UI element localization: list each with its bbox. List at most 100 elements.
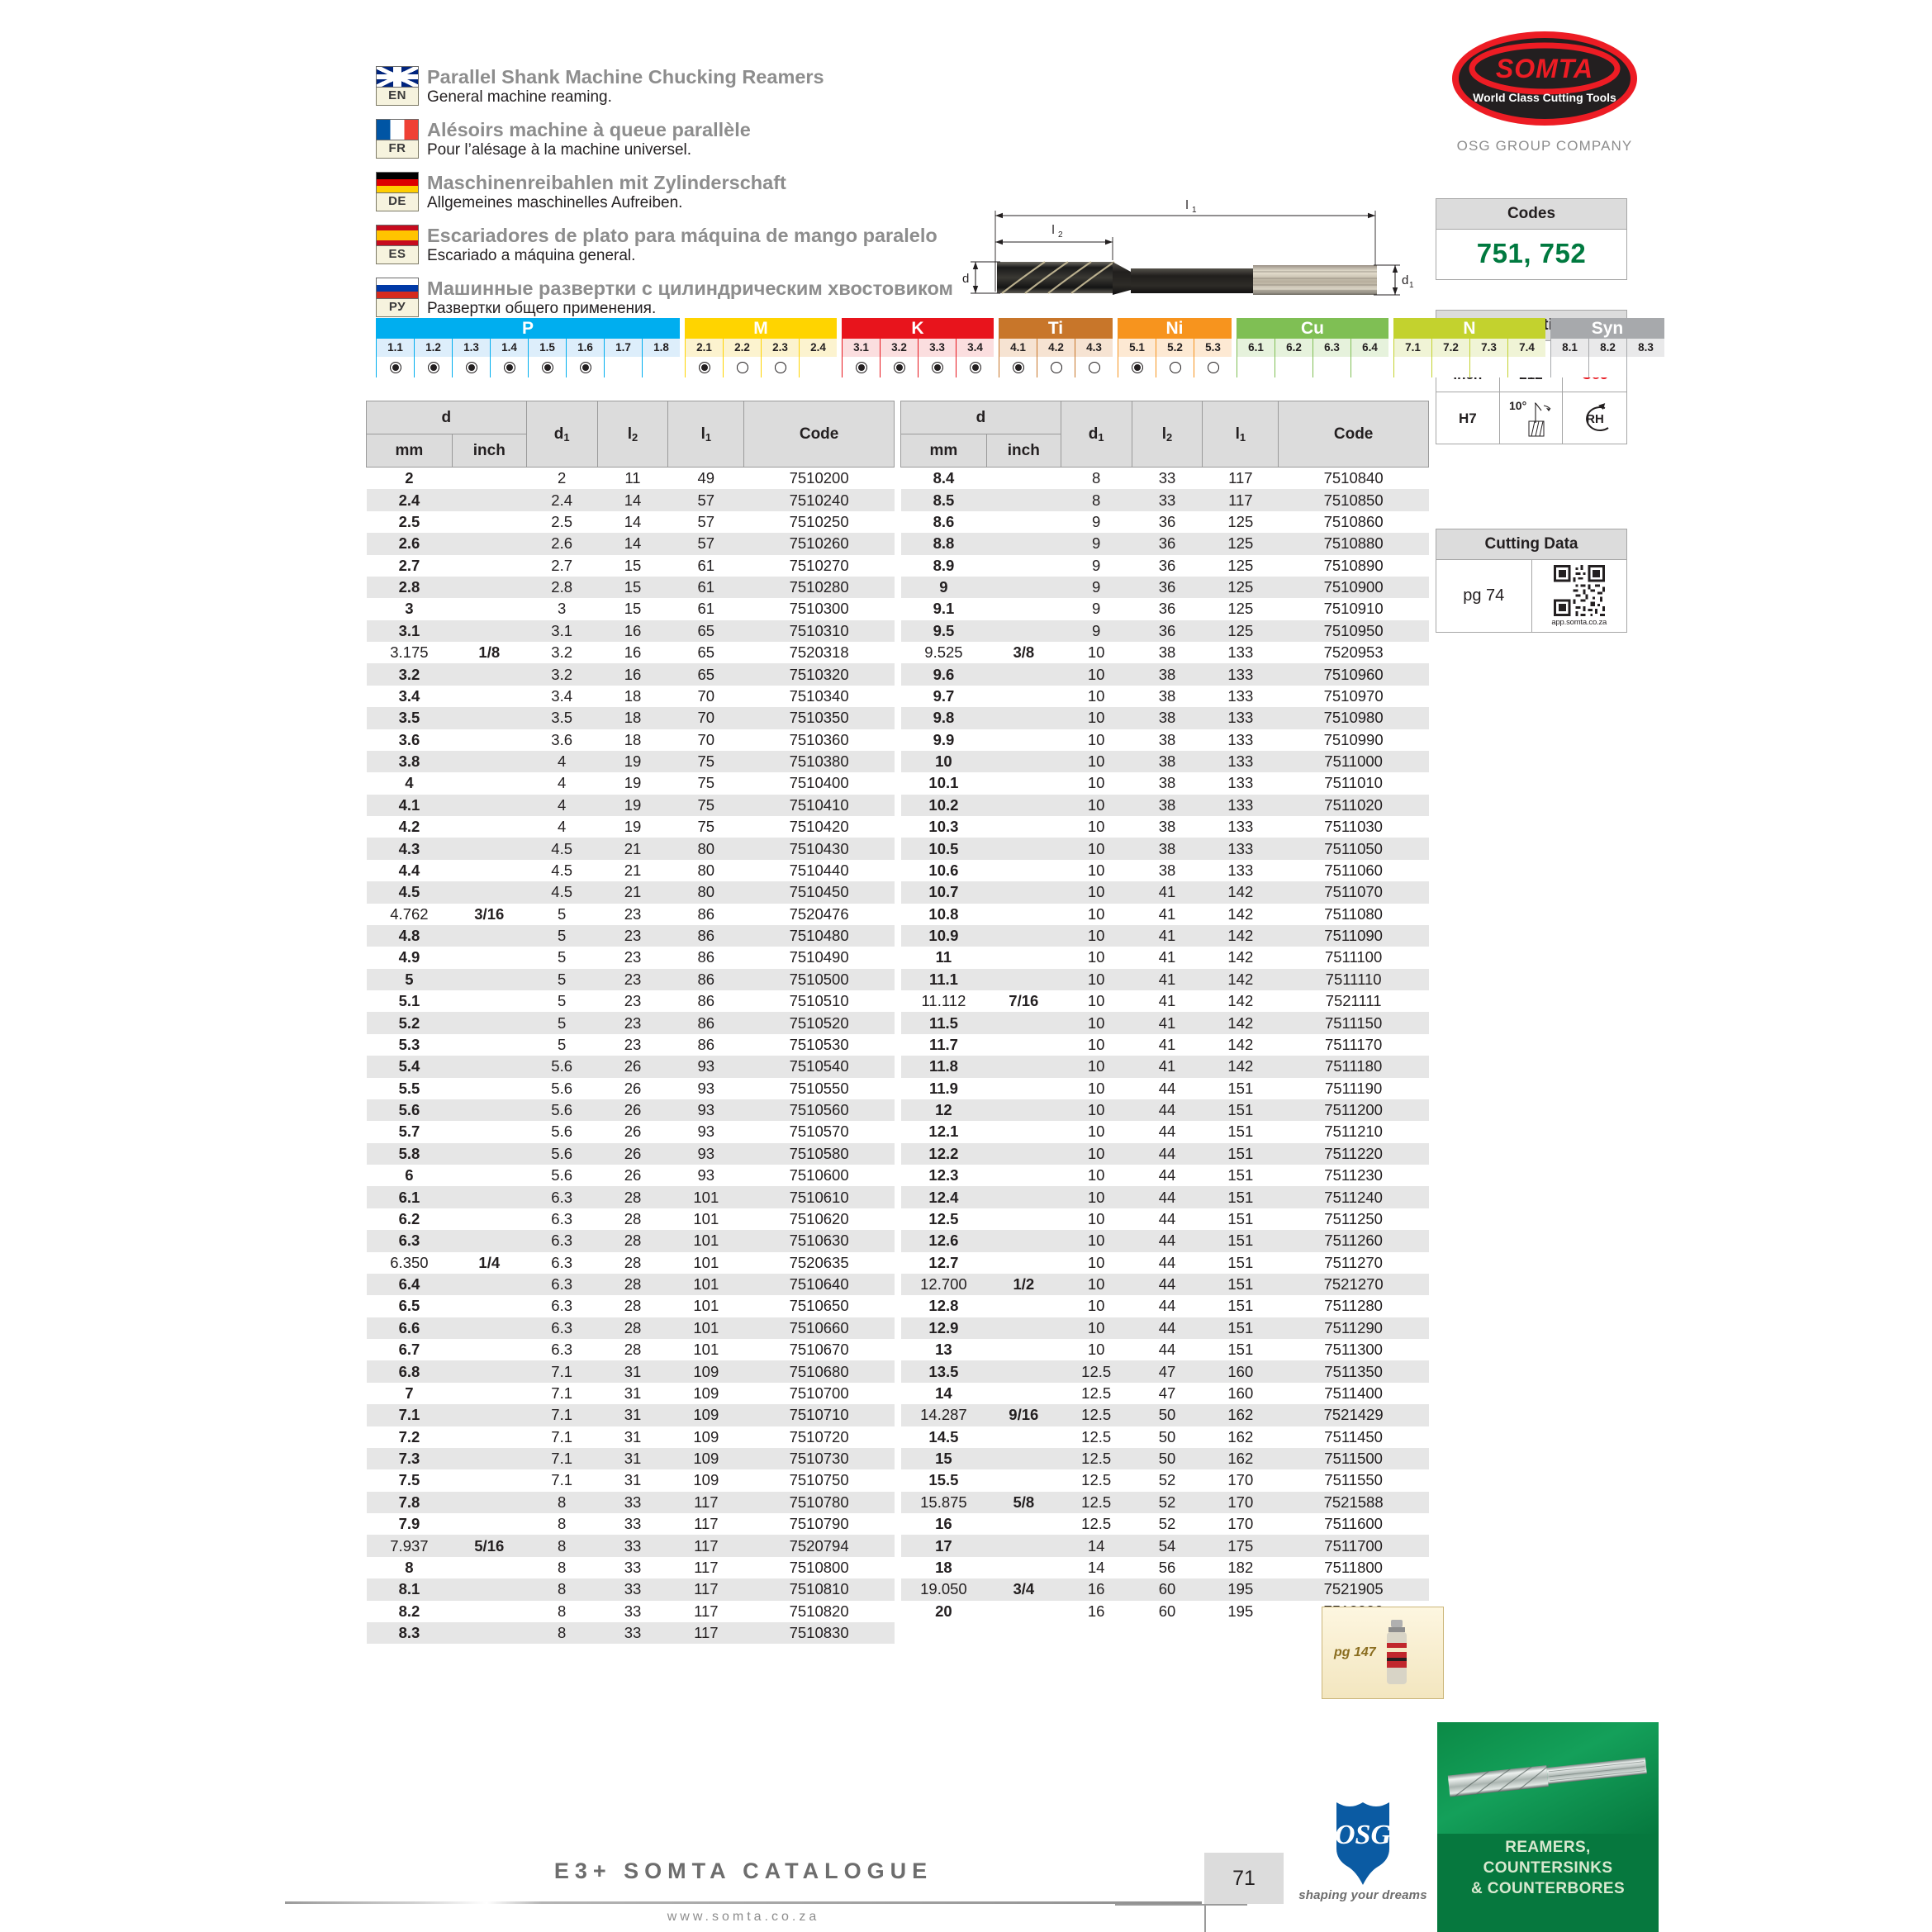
- table-row: 6.4 6.3 28 101 7510640: [366, 1273, 895, 1296]
- cell-flute-length: 44: [1158, 1123, 1176, 1141]
- cell-product-code: 7511030: [1324, 818, 1383, 836]
- material-code: 8.2: [1589, 339, 1626, 357]
- cell-shank-diameter: 3.2: [551, 643, 572, 662]
- rating-dot-full: [579, 361, 591, 373]
- cutting-data-header: Cutting Data: [1436, 529, 1626, 560]
- qr-code-block[interactable]: app.somta.co.za: [1532, 560, 1627, 632]
- cell-product-code: 7510900: [1278, 576, 1429, 599]
- footer-website-url[interactable]: www.somta.co.za: [667, 1910, 820, 1924]
- material-rating: [1237, 357, 1275, 377]
- col-header-l1: l1: [1202, 401, 1279, 468]
- cell-shank-diameter: 6.3: [526, 1317, 598, 1339]
- cell-overall-length: 61: [667, 576, 744, 599]
- cell-flute-length: 38: [1158, 861, 1176, 879]
- cell-diameter-mm: 10.2: [900, 794, 987, 816]
- cell-shank-diameter: 10: [1061, 1186, 1132, 1208]
- cell-flute-length: 41: [1132, 924, 1203, 947]
- cell-product-code: 7521905: [1278, 1578, 1429, 1601]
- table-row: 9 9 36 125 7510900: [900, 576, 1429, 599]
- cell-flute-length: 21: [624, 861, 642, 879]
- cell-overall-length: 142: [1202, 924, 1279, 947]
- cell-diameter-inch: [452, 1295, 526, 1317]
- cell-diameter-mm: 9.5: [900, 619, 987, 642]
- cell-overall-length: 151: [1202, 1186, 1279, 1208]
- material-col-1.5: 1.5: [528, 339, 566, 377]
- cell-product-code: 7510350: [743, 707, 895, 729]
- material-code: 6.2: [1275, 339, 1313, 357]
- cell-diameter-mm: 5.5: [398, 1079, 420, 1097]
- table-row: 6.350 1/4 6.3 28 101 7520635: [367, 1252, 895, 1274]
- cell-shank-diameter: 8: [526, 1578, 598, 1601]
- cell-flute-length: 33: [624, 1602, 642, 1620]
- cell-flute-length: 41: [1158, 948, 1176, 966]
- table-row: 10.9 10 41 142 7511090: [900, 924, 1429, 947]
- cell-product-code: 7511700: [1278, 1535, 1429, 1557]
- flag-stack: РУ: [376, 278, 419, 317]
- cell-diameter-mm: 6.6: [366, 1317, 453, 1339]
- rating-dot-full: [931, 361, 943, 373]
- cell-product-code: 7520953: [1323, 643, 1384, 662]
- cell-flute-length: 23: [624, 1035, 642, 1053]
- table-row: 12.6 10 44 151 7511260: [900, 1230, 1429, 1252]
- cell-overall-length: 117: [667, 1491, 744, 1513]
- cell-flute-length: 14: [597, 489, 668, 511]
- table-row: 3 3 15 61 7510300: [367, 598, 895, 619]
- material-col-4.3: 4.3: [1075, 339, 1113, 377]
- cell-flute-length: 36: [1132, 533, 1203, 555]
- cell-diameter-inch: [986, 1121, 1061, 1142]
- cell-flute-length: 21: [597, 881, 668, 904]
- cell-flute-length: 38: [1132, 794, 1203, 816]
- cell-flute-length: 38: [1158, 730, 1176, 748]
- cell-flute-length: 56: [1158, 1558, 1176, 1576]
- cell-diameter-inch: [986, 772, 1061, 794]
- cell-flute-length: 19: [624, 774, 642, 792]
- rating-dot-open: [1088, 361, 1100, 373]
- cell-diameter-inch: [452, 511, 526, 533]
- table-row: 15.5 12.5 52 170 7511550: [901, 1469, 1429, 1491]
- cell-diameter-mm: 6.5: [398, 1297, 420, 1315]
- cell-diameter-inch: [452, 576, 527, 599]
- cell-flute-length: 60: [1158, 1602, 1176, 1620]
- cell-diameter-inch: [986, 1383, 1061, 1404]
- material-code: 3.3: [919, 339, 956, 357]
- material-rating: [1194, 357, 1232, 377]
- language-subtitle: Allgemeines maschinelles Aufreiben.: [427, 194, 683, 211]
- cell-shank-diameter: 10: [1061, 794, 1132, 816]
- table-row: 11.1 10 41 142 7511110: [900, 968, 1429, 990]
- cell-overall-length: 109: [693, 1427, 719, 1445]
- cell-diameter-inch: [452, 1121, 526, 1142]
- table-row: 4.5 4.5 21 80 7510450: [366, 881, 895, 904]
- cell-diameter-inch: [452, 1142, 527, 1165]
- cell-diameter-inch: [986, 1513, 1061, 1535]
- material-group-p: P 1.1 1.2 1.3 1.4 1.5 1.6 1.7 1.8: [376, 318, 680, 377]
- cell-overall-length: 151: [1227, 1166, 1254, 1184]
- cell-product-code: 7511270: [1324, 1253, 1383, 1271]
- cell-overall-length: 86: [667, 968, 744, 990]
- helix-angle-icon: 10°: [1509, 399, 1551, 437]
- page-reference-badge[interactable]: pg 147: [1322, 1607, 1444, 1699]
- cell-diameter-mm: 3.6: [398, 730, 420, 748]
- cell-overall-length: 125: [1202, 619, 1279, 642]
- cell-flute-length: 18: [624, 686, 642, 705]
- cell-product-code: 7510320: [743, 663, 895, 686]
- cell-diameter-mm: 6.8: [366, 1360, 453, 1383]
- cell-shank-diameter: 5: [557, 992, 567, 1010]
- qr-caption: app.somta.co.za: [1551, 618, 1607, 627]
- cell-flute-length: 38: [1158, 774, 1176, 792]
- cell-shank-diameter: 10: [1087, 686, 1105, 705]
- cell-product-code: 7510540: [743, 1056, 895, 1078]
- cell-shank-diameter: 6.3: [551, 1341, 572, 1359]
- cell-diameter-mm: 4.2: [398, 818, 420, 836]
- cutting-data-page-ref[interactable]: pg 74: [1436, 560, 1532, 632]
- table-row: 8.5 8 33 117 7510850: [900, 489, 1429, 511]
- table-row: 5.2 5 23 86 7510520: [366, 1012, 895, 1034]
- cell-flute-length: 47: [1132, 1360, 1203, 1383]
- table-row: 12.1 10 44 151 7511210: [901, 1121, 1429, 1142]
- cell-flute-length: 54: [1132, 1535, 1203, 1557]
- section-tab-label: REAMERS, COUNTERSINKS & COUNTERBORES: [1470, 1839, 1626, 1897]
- material-code: 4.1: [999, 339, 1037, 357]
- cell-diameter-inch: [452, 1165, 526, 1186]
- cell-overall-length: 65: [667, 619, 744, 642]
- cell-shank-diameter: 12.5: [1061, 1491, 1132, 1513]
- cell-product-code: 7510780: [743, 1491, 895, 1513]
